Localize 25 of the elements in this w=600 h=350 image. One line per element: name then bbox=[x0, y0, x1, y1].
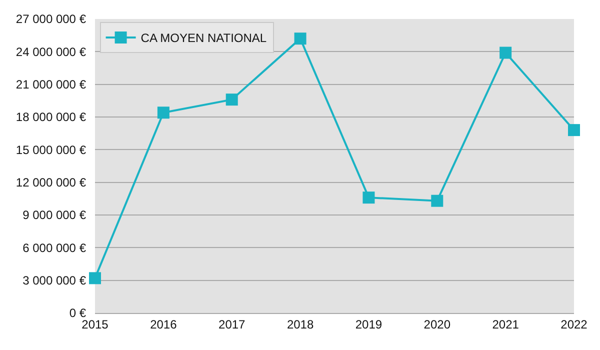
y-tick-label: 3 000 000 € bbox=[22, 274, 86, 288]
point bbox=[157, 106, 170, 119]
point bbox=[294, 32, 306, 45]
point bbox=[226, 94, 238, 106]
x-tick-label: 2017 bbox=[218, 317, 246, 332]
x-tick-label: 2016 bbox=[150, 317, 178, 332]
point bbox=[89, 272, 101, 284]
x-tick-label: 2020 bbox=[424, 317, 451, 332]
point bbox=[500, 46, 512, 59]
y-tick-label: 27 000 000 € bbox=[16, 12, 86, 26]
point bbox=[431, 194, 444, 207]
y-tick-label: 15 000 000 € bbox=[16, 142, 86, 157]
y-tick-label: 12 000 000 € bbox=[16, 176, 86, 190]
x-tick-label: 2022 bbox=[560, 317, 588, 332]
legend-label: CA MOYEN NATIONAL bbox=[140, 31, 267, 46]
x-tick-label: 2021 bbox=[492, 317, 520, 332]
y-tick-label: 24 000 000 € bbox=[16, 44, 86, 59]
x-tick-label: 2018 bbox=[286, 317, 314, 332]
point bbox=[568, 124, 580, 136]
y-tick-label: 21 000 000 € bbox=[16, 78, 86, 92]
y-tick-label: 6 000 000 € bbox=[22, 240, 86, 255]
y-tick-label: 18 000 000 € bbox=[16, 110, 86, 124]
x-tick-label: 2019 bbox=[355, 317, 382, 332]
y-tick-label: 9 000 000 € bbox=[22, 208, 86, 222]
point bbox=[362, 192, 375, 204]
